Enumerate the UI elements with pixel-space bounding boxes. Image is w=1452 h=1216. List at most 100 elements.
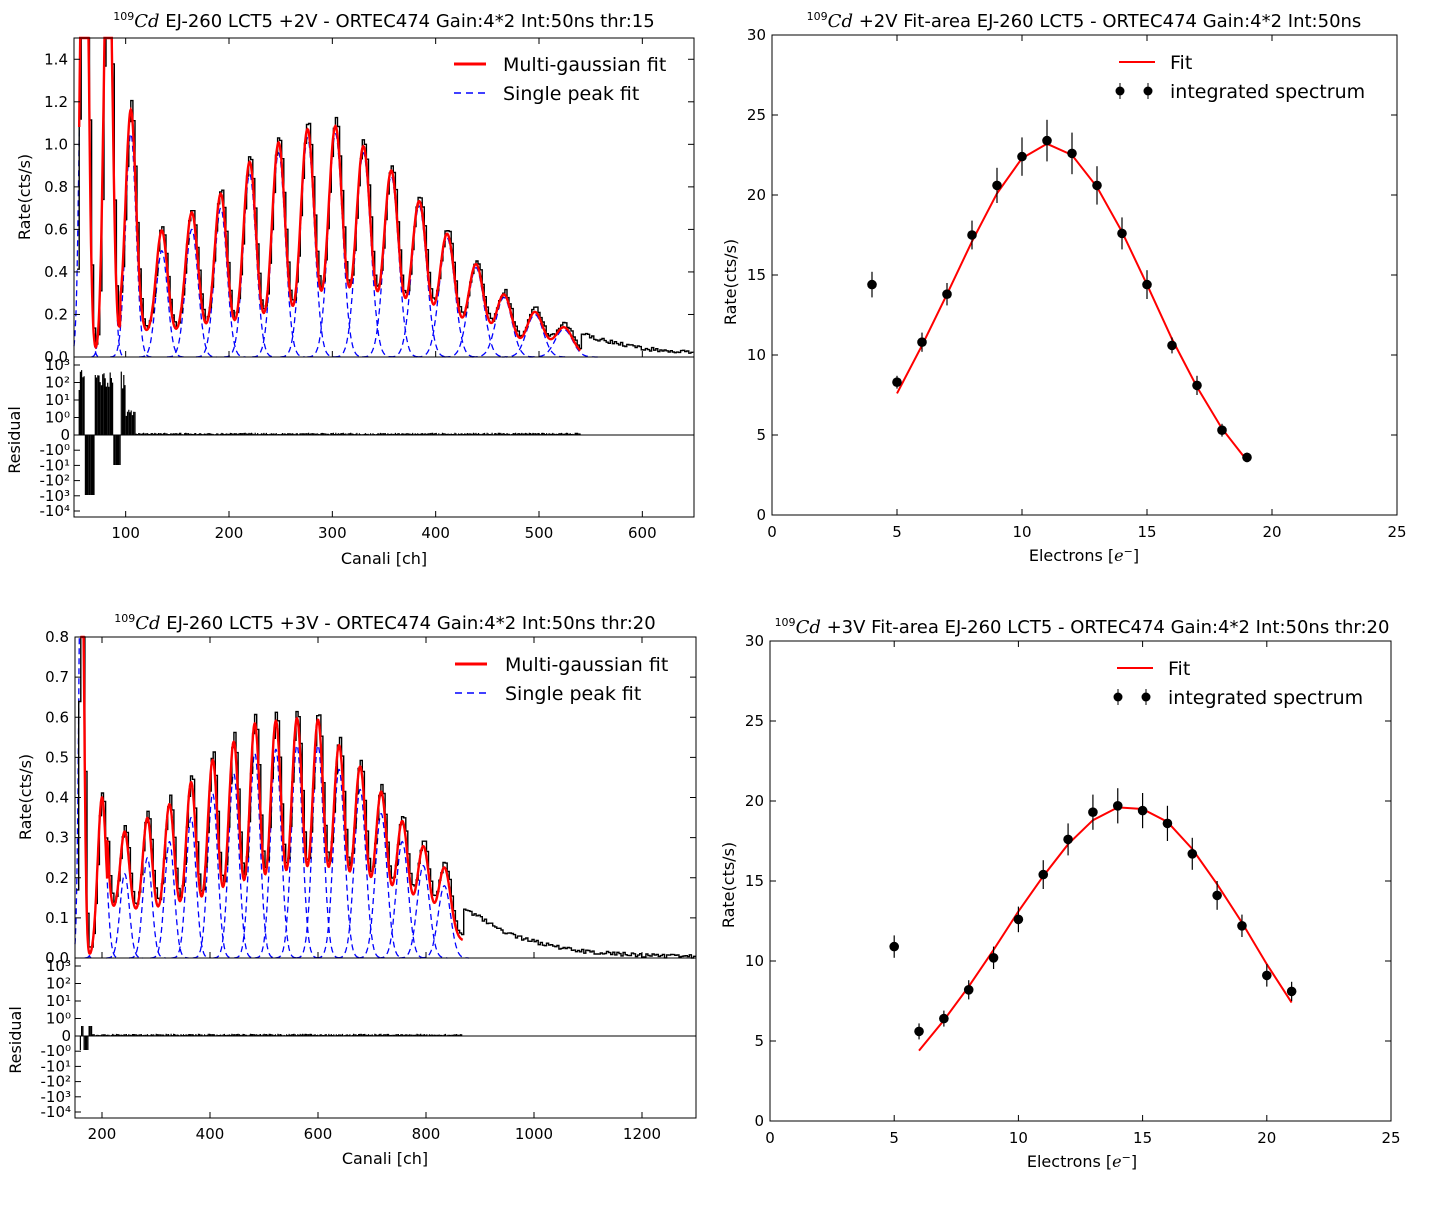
y-tick-label: 0.7	[45, 668, 69, 686]
x-axis-label: Canali [ch]	[342, 1149, 428, 1168]
point-marker	[889, 941, 899, 952]
x-tick-label: 100	[111, 524, 140, 542]
point-marker	[867, 279, 877, 290]
residual-axis-label: Residual	[6, 1006, 25, 1074]
chart-title: 109Cd +2V Fit-area EJ-260 LCT5 - ORTEC47…	[807, 10, 1362, 32]
point-marker	[892, 377, 902, 388]
residual-tick-label: 10³	[45, 356, 70, 374]
x-tick-label: 500	[525, 524, 554, 542]
point-marker	[1167, 340, 1177, 351]
point-marker	[1286, 986, 1297, 997]
x-tick-label: 15	[1133, 1129, 1152, 1147]
residual-tick-label: -10³	[39, 487, 70, 505]
y-tick-label: 0.2	[44, 305, 68, 323]
x-tick-label: 5	[892, 523, 902, 541]
y-tick-label: 0.6	[45, 708, 69, 726]
y-tick-label: 0.2	[45, 869, 69, 887]
y-axis-label: Rate(cts/s)	[721, 239, 740, 325]
y-tick-label: 0.0	[44, 348, 68, 366]
single-peak-fit-18	[529, 328, 599, 358]
x-tick-label: 25	[1381, 1129, 1400, 1147]
point-marker	[992, 180, 1002, 191]
single-peak-fit-2	[84, 796, 120, 959]
y-axis-label: Rate(cts/s)	[719, 842, 738, 928]
residual-tick-label: -10⁴	[39, 502, 70, 520]
single-peak-fit-14	[337, 788, 383, 959]
data-point	[914, 1023, 924, 1040]
single-peak-fit-11	[275, 744, 319, 959]
residual-tick-label: -10²	[40, 1073, 71, 1091]
data-point	[1017, 137, 1027, 176]
plot-content	[867, 119, 1252, 463]
single-peak-fit-6	[171, 816, 211, 959]
data-point	[1167, 337, 1177, 354]
x-tick-label: 10	[1009, 1129, 1028, 1147]
residual-plot-content	[74, 370, 694, 495]
point-marker	[1088, 807, 1098, 817]
point-marker	[1112, 801, 1123, 811]
point-marker	[1242, 452, 1252, 463]
x-tick-label: 400	[196, 1125, 225, 1143]
x-tick-label: 0	[767, 523, 777, 541]
point-marker	[1212, 890, 1222, 901]
x-tick-label: 400	[421, 524, 450, 542]
point-marker	[1192, 380, 1202, 391]
legend-single-label: Single peak fit	[503, 83, 639, 105]
y-tick-label: 20	[747, 186, 766, 204]
point-marker	[1092, 180, 1102, 191]
data-point	[939, 1010, 949, 1027]
point-marker	[1217, 425, 1227, 436]
point-marker	[1117, 228, 1127, 239]
data-point	[1162, 805, 1173, 841]
data-point	[1013, 906, 1024, 933]
x-tick-label: 5	[889, 1129, 899, 1147]
legend-points-label: integrated spectrum	[1170, 81, 1365, 103]
residual-tick-label: -10¹	[39, 456, 70, 474]
single-peak-fit-8	[252, 152, 305, 358]
single-peak-fit-7	[192, 792, 233, 959]
data-point	[1088, 794, 1098, 830]
data-point	[889, 935, 899, 958]
y-tick-label: 25	[747, 106, 766, 124]
single-peak-fit-7	[224, 173, 276, 358]
residual-tick-label: 10⁰	[45, 409, 70, 427]
y-tick-label: 0.8	[44, 178, 68, 196]
chart-bottom-right: 109Cd +3V Fit-area EJ-260 LCT5 - ORTEC47…	[719, 616, 1401, 1171]
data-point	[917, 332, 927, 352]
data-point	[867, 271, 877, 298]
x-tick-label: 25	[1387, 523, 1406, 541]
residual-tick-label: -10⁰	[40, 1042, 71, 1060]
y-tick-label: 0.4	[45, 789, 69, 807]
x-axis-label: Canali [ch]	[341, 549, 427, 568]
y-tick-label: 15	[745, 872, 764, 890]
y-tick-label: 0.8	[45, 628, 69, 646]
point-marker	[1038, 869, 1049, 880]
point-marker	[1142, 279, 1152, 290]
point-marker	[1013, 914, 1024, 925]
legend: Fit integrated spectrum	[1115, 52, 1365, 103]
chart-title: 109Cd EJ-260 LCT5 +3V - ORTEC474 Gain:4*…	[114, 612, 655, 634]
residual-plot-content	[75, 1026, 696, 1050]
y-tick-label: 15	[747, 266, 766, 284]
single-peak-fit-12	[296, 744, 340, 959]
residual-tick-label: 10¹	[46, 992, 71, 1010]
y-tick-label: 0.5	[45, 748, 69, 766]
data-point	[1192, 375, 1202, 395]
x-tick-label: 200	[88, 1125, 117, 1143]
single-peak-fit-3	[110, 132, 152, 358]
point-marker	[1063, 834, 1073, 845]
legend-points-swatch	[1113, 689, 1151, 705]
residual-bars	[79, 1026, 463, 1050]
x-tick-label: 15	[1137, 523, 1156, 541]
residual-tick-label: -10²	[39, 472, 70, 490]
residual-bars	[78, 370, 581, 495]
single-peak-fit-5	[150, 841, 189, 959]
data-point	[1092, 166, 1102, 205]
single-peak-fit-14	[416, 237, 478, 358]
data-point	[1137, 793, 1148, 829]
y-tick-label: 30	[745, 632, 764, 650]
plot-content	[889, 788, 1297, 1052]
residual-tick-label: -10³	[40, 1088, 71, 1106]
x-tick-label: 20	[1262, 523, 1281, 541]
